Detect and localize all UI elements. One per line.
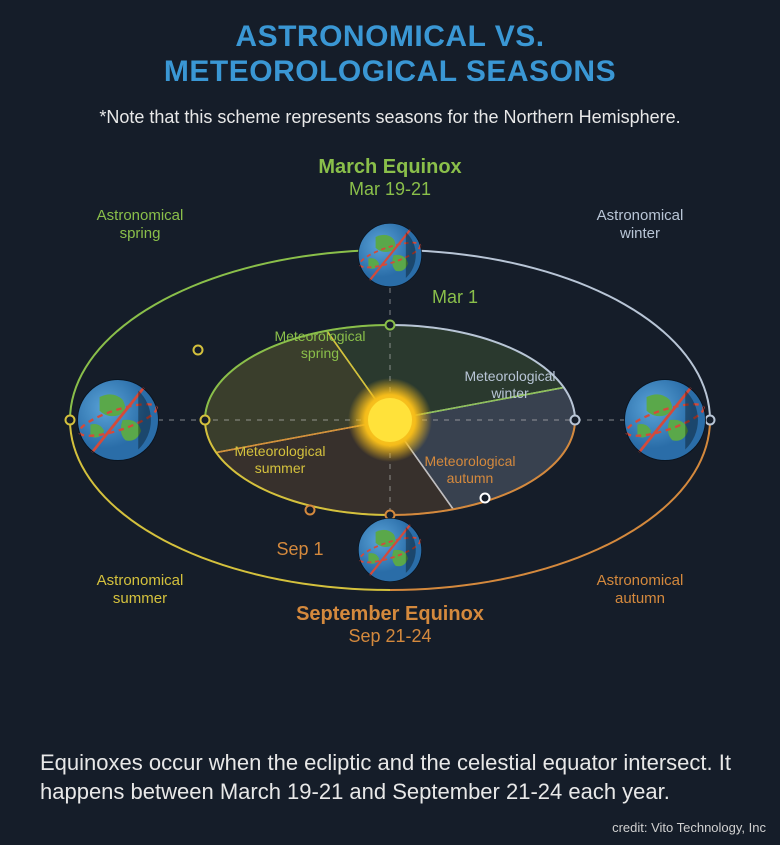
label-astro_winter: Astronomicalwinter xyxy=(597,207,684,243)
earth-globe-icon xyxy=(619,374,711,466)
earth-globe-icon xyxy=(72,374,164,466)
footer-text: Equinoxes occur when the ecliptic and th… xyxy=(40,748,740,807)
credit-text: credit: Vito Technology, Inc xyxy=(612,820,766,835)
label-march_equinox: March EquinoxMar 19-21 xyxy=(318,155,461,201)
title-line2: METEOROLOGICAL SEASONS xyxy=(164,55,616,88)
label-astro_summer: Astronomicalsummer xyxy=(97,572,184,608)
page-title: ASTRONOMICAL VS. METEOROLOGICAL SEASONS xyxy=(0,0,780,89)
label-met_spring: Meteorologicalspring xyxy=(274,328,365,362)
label-astro_spring: Astronomicalspring xyxy=(97,207,184,243)
label-astro_autumn: Astronomicalautumn xyxy=(597,572,684,608)
seasons-diagram: March EquinoxMar 19-21 September EquinoxS… xyxy=(0,150,780,670)
label-met_autumn: Meteorologicalautumn xyxy=(424,453,515,487)
earth-globe-icon xyxy=(354,514,426,586)
label-met_winter: Meteorologicalwinter xyxy=(464,368,555,402)
subtitle: *Note that this scheme represents season… xyxy=(0,107,780,128)
title-line1: ASTRONOMICAL VS. xyxy=(235,20,544,53)
label-met_summer: Meteorologicalsummer xyxy=(234,443,325,477)
label-september_equinox: September EquinoxSep 21-24 xyxy=(296,602,484,648)
label-mar1: Mar 1 xyxy=(432,287,478,309)
label-sep1: Sep 1 xyxy=(276,539,323,561)
earth-globe-icon xyxy=(354,219,426,291)
